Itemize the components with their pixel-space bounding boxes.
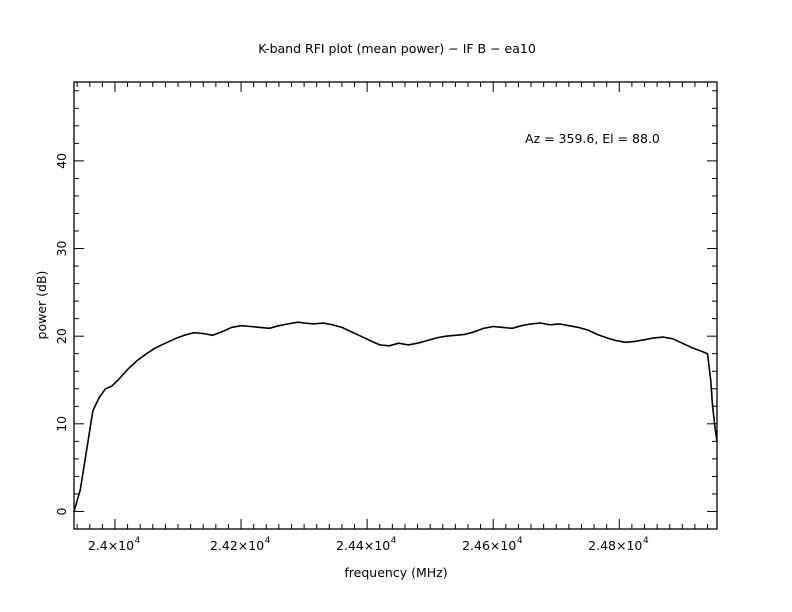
x-tick-label: 2.44×10 xyxy=(336,538,390,553)
tick-labels: 2.4×10 4 2.42×10 4 2.44×10 4 2.46×10 4 2.48×10 40… xyxy=(54,153,649,553)
x-tick-exponent: 4 xyxy=(643,536,649,546)
x-tick-label: 2.42×10 xyxy=(210,538,264,553)
x-tick-exponent: 4 xyxy=(135,536,141,546)
y-tick-label: 10 xyxy=(54,416,69,432)
chart-title: K-band RFI plot (mean power) − IF B − ea… xyxy=(258,41,536,56)
y-tick-label: 20 xyxy=(54,328,69,344)
x-tick-exponent: 4 xyxy=(517,536,523,546)
y-tick-label: 40 xyxy=(54,153,69,169)
axis-ticks xyxy=(74,82,717,529)
y-tick-label: 0 xyxy=(54,507,69,515)
x-tick-label: 2.48×10 xyxy=(588,538,642,553)
x-tick-exponent: 4 xyxy=(391,536,397,546)
y-tick-label: 30 xyxy=(54,241,69,257)
series-line xyxy=(73,321,718,512)
chart-annotation: Az = 359.6, El = 88.0 xyxy=(525,131,660,146)
x-tick-exponent: 4 xyxy=(265,536,271,546)
plot-frame xyxy=(73,81,718,530)
x-tick-label: 2.4×10 xyxy=(88,538,134,553)
x-tick-label: 2.46×10 xyxy=(462,538,516,553)
y-axis-label: power (dB) xyxy=(34,271,49,340)
x-axis-label: frequency (MHz) xyxy=(344,565,447,580)
